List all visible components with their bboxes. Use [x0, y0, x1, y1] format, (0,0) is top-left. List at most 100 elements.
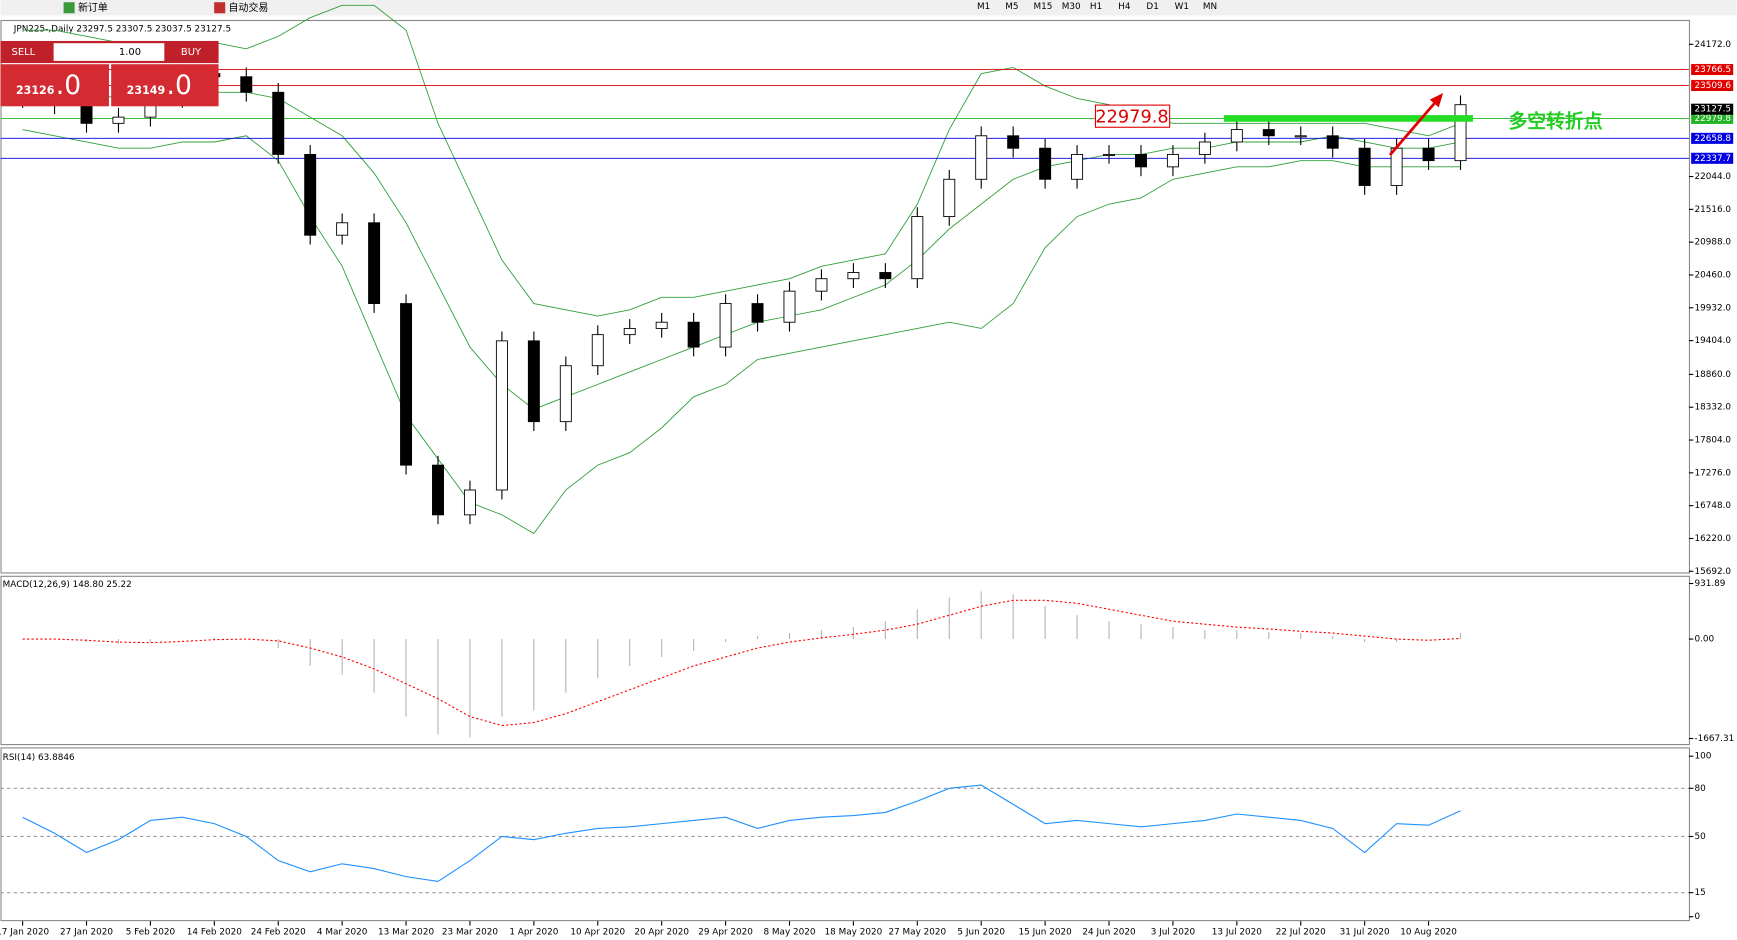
- y-tick-label: 19404.0: [1694, 336, 1731, 346]
- timeframe[interactable]: H4: [1118, 2, 1131, 12]
- marker-label: 22979.8: [1095, 107, 1168, 127]
- macd-bar: [565, 639, 567, 693]
- timeframe[interactable]: M1: [977, 2, 990, 12]
- macd-bar: [341, 639, 343, 675]
- new-order-icon[interactable]: [63, 2, 75, 14]
- bid: 23126: [16, 84, 55, 97]
- timeframe[interactable]: M15: [1033, 2, 1052, 12]
- timeframe[interactable]: M30: [1062, 2, 1081, 12]
- y-tick-label: 15692.0: [1694, 567, 1731, 577]
- candle-body: [847, 272, 860, 280]
- x-tick-label: 10 Apr 2020: [570, 928, 625, 938]
- macd-bar: [661, 639, 663, 657]
- candle-body: [336, 222, 349, 236]
- x-tick-label: 14 Feb 2020: [187, 928, 242, 938]
- rsi-line: [22, 784, 1461, 883]
- y-tick-label: 16748.0: [1694, 501, 1731, 511]
- candle-body: [400, 303, 413, 466]
- ask: 23149: [127, 84, 166, 97]
- toolbar-bg: [0, 0, 1737, 16]
- macd-bar: [533, 639, 535, 711]
- candle-body: [911, 216, 924, 280]
- candle-body: [112, 116, 125, 124]
- macd-bar: [309, 639, 311, 666]
- candle-body: [719, 303, 732, 348]
- y-tick-label: 17804.0: [1694, 436, 1731, 446]
- auto-trading[interactable]: 自动交易: [229, 1, 269, 14]
- ask-box[interactable]: [111, 64, 219, 107]
- macd-bar: [213, 637, 215, 640]
- lot[interactable]: 1.00: [119, 47, 141, 58]
- y-tick-label: 20460.0: [1694, 270, 1731, 280]
- candle-body: [368, 222, 381, 305]
- macd-bar: [1140, 624, 1142, 640]
- candle-body: [1103, 153, 1116, 156]
- auto-trading-icon[interactable]: [214, 2, 226, 14]
- macd-bar: [277, 639, 279, 649]
- macd-bar: [1108, 621, 1110, 640]
- level-label: 22658.8: [1694, 134, 1731, 144]
- level-tag: [1691, 132, 1734, 144]
- level-label: 23766.5: [1694, 65, 1731, 75]
- macd-bar: [756, 636, 759, 640]
- candle-body: [527, 340, 540, 423]
- macd-bar: [1076, 615, 1078, 640]
- bollinger-band: [22, 129, 1461, 535]
- y-tick-label: -1667.31: [1694, 734, 1734, 744]
- x-tick-label: 24 Feb 2020: [251, 928, 306, 938]
- y-tick-label: 931.89: [1694, 579, 1725, 589]
- macd-panel: [0, 575, 1691, 746]
- timeframe[interactable]: H1: [1090, 2, 1102, 12]
- y-tick-label: 0.00: [1694, 635, 1714, 645]
- x-tick-label: 3 Jul 2020: [1151, 928, 1196, 938]
- timeframe[interactable]: M5: [1005, 2, 1018, 12]
- candle-body: [751, 303, 764, 323]
- bid-fraction: .0: [56, 70, 81, 101]
- macd-bar: [469, 639, 471, 738]
- candle-body: [1358, 147, 1371, 186]
- macd-bar: [629, 639, 631, 666]
- candle-body: [1198, 141, 1211, 155]
- candle-body: [1134, 153, 1147, 168]
- macd-bar: [149, 639, 151, 643]
- x-tick-label: 13 Jul 2020: [1212, 928, 1262, 938]
- y-tick-label: 24172.0: [1694, 40, 1731, 50]
- macd-bar: [725, 639, 727, 643]
- candle-body: [1071, 153, 1084, 180]
- timeframe[interactable]: MN: [1203, 2, 1217, 12]
- y-tick-label: 18860.0: [1694, 370, 1731, 380]
- timeframe[interactable]: D1: [1146, 2, 1158, 12]
- macd-bar: [1300, 633, 1302, 640]
- timeframe[interactable]: W1: [1175, 2, 1189, 12]
- candle-body: [623, 327, 636, 336]
- macd-bar: [820, 630, 822, 640]
- x-tick-label: 13 Mar 2020: [378, 928, 434, 938]
- macd-bar: [1459, 633, 1462, 640]
- lot-box[interactable]: [53, 43, 165, 61]
- candle-body: [1039, 147, 1052, 180]
- candle-body: [1326, 135, 1339, 149]
- macd-bar: [788, 633, 791, 640]
- sell-button[interactable]: SELL: [12, 47, 36, 58]
- candle-body: [975, 135, 988, 180]
- candle-body: [1454, 104, 1467, 162]
- level-label: 22337.7: [1694, 154, 1731, 164]
- macd-bar: [948, 597, 950, 640]
- buy-button[interactable]: BUY: [181, 47, 202, 58]
- candle-body: [1230, 129, 1243, 143]
- y-tick-label: 20988.0: [1694, 238, 1731, 248]
- x-tick-label: 1 Apr 2020: [509, 928, 558, 938]
- candle-body: [1007, 135, 1020, 149]
- candle-body: [1262, 129, 1275, 137]
- bid-box[interactable]: [0, 64, 109, 107]
- new-order[interactable]: 新订单: [78, 1, 108, 14]
- price-panel: [0, 19, 1691, 574]
- indicator-header: RSI(14) 63.8846: [3, 753, 75, 763]
- candle-body: [495, 340, 508, 491]
- rsi-panel: [0, 747, 1691, 922]
- x-tick-label: 8 May 2020: [763, 928, 815, 938]
- candle-body: [304, 153, 317, 236]
- y-tick-label: 16220.0: [1694, 534, 1731, 544]
- macd-bar: [852, 627, 854, 640]
- x-tick-label: 5 Feb 2020: [126, 928, 176, 938]
